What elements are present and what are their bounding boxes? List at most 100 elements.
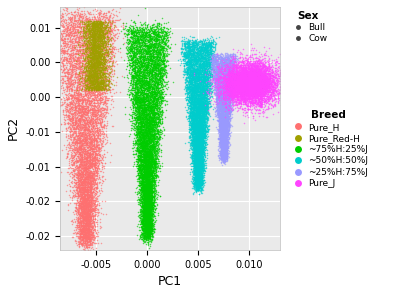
Point — [78, 191, 84, 196]
Point — [203, 47, 209, 51]
Point — [227, 83, 233, 88]
Point — [76, 202, 82, 207]
Point — [189, 101, 195, 106]
Point — [85, 213, 92, 218]
Point — [249, 85, 256, 90]
Point — [255, 80, 261, 85]
Point — [142, 164, 148, 169]
Point — [208, 68, 214, 72]
Point — [219, 65, 225, 70]
Point — [142, 165, 149, 170]
Point — [195, 187, 202, 192]
Point — [140, 226, 146, 231]
Point — [100, 107, 106, 112]
Point — [246, 86, 253, 91]
Point — [84, 105, 90, 110]
Point — [220, 119, 227, 124]
Point — [145, 44, 152, 48]
Point — [256, 79, 262, 84]
Point — [199, 106, 205, 111]
Point — [54, 55, 60, 59]
Point — [218, 101, 224, 106]
Point — [196, 154, 202, 159]
Point — [222, 82, 229, 87]
Point — [191, 127, 198, 132]
Point — [154, 55, 160, 59]
Point — [58, 83, 64, 88]
Point — [220, 101, 227, 106]
Point — [228, 87, 234, 92]
Point — [96, 28, 102, 32]
Point — [266, 82, 272, 87]
Point — [64, 48, 70, 53]
Point — [249, 77, 255, 81]
Point — [96, 37, 102, 42]
Point — [147, 33, 153, 38]
Point — [143, 205, 149, 209]
Point — [253, 71, 259, 75]
Point — [100, 42, 106, 47]
Point — [92, 188, 99, 193]
Point — [234, 87, 241, 92]
Point — [143, 153, 149, 157]
Point — [221, 148, 228, 153]
Point — [157, 40, 163, 44]
Point — [197, 113, 203, 118]
Point — [242, 79, 248, 84]
Point — [147, 55, 153, 60]
Point — [148, 217, 154, 221]
Point — [220, 120, 227, 125]
Point — [86, 81, 92, 86]
Point — [225, 93, 232, 98]
Point — [76, 171, 82, 176]
Point — [134, 127, 141, 132]
Point — [254, 91, 260, 96]
Point — [198, 140, 204, 145]
Point — [158, 68, 164, 73]
Point — [232, 83, 239, 88]
Point — [83, 45, 89, 49]
Point — [246, 91, 252, 96]
Point — [248, 81, 254, 86]
Point — [145, 214, 151, 219]
Point — [146, 199, 153, 203]
Point — [140, 209, 146, 214]
Point — [143, 65, 150, 70]
Point — [98, 47, 105, 51]
Point — [90, 208, 96, 213]
Point — [76, 35, 83, 40]
Point — [130, 46, 137, 51]
Point — [202, 77, 208, 82]
Point — [89, 105, 95, 110]
Point — [76, 48, 83, 53]
Point — [208, 64, 214, 69]
Point — [137, 105, 143, 110]
Point — [223, 104, 229, 109]
Point — [261, 76, 268, 81]
Point — [194, 124, 201, 129]
Point — [201, 53, 208, 58]
Point — [224, 120, 230, 125]
Point — [92, 63, 99, 68]
Point — [104, 103, 111, 108]
Point — [195, 128, 202, 133]
Point — [190, 66, 197, 71]
Point — [93, 84, 99, 89]
Point — [156, 23, 162, 28]
Point — [255, 81, 262, 86]
Point — [87, 59, 94, 63]
Point — [131, 76, 138, 81]
Point — [223, 124, 230, 129]
Point — [66, 115, 72, 120]
Point — [146, 160, 152, 165]
Point — [205, 106, 212, 111]
Point — [102, 65, 109, 70]
Point — [193, 121, 199, 126]
Point — [229, 97, 236, 102]
Point — [193, 159, 200, 163]
Point — [247, 73, 253, 78]
Point — [148, 171, 154, 175]
Point — [147, 194, 154, 199]
Point — [229, 79, 236, 84]
Point — [144, 201, 150, 206]
